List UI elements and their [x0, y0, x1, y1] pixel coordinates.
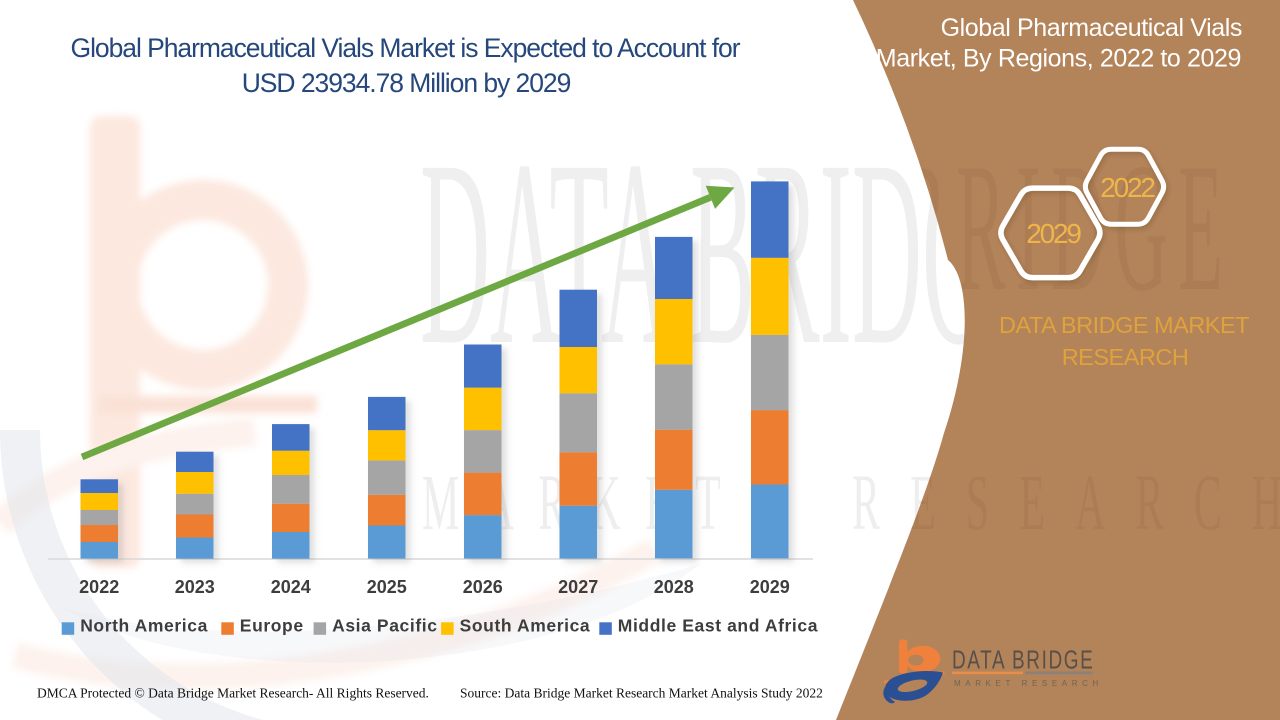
svg-text:Europe: Europe	[240, 616, 304, 636]
svg-text:Global Pharmaceutical Vials Ma: Global Pharmaceutical Vials Market is Ex…	[71, 33, 741, 63]
svg-text:2027: 2027	[558, 577, 598, 597]
svg-text:2026: 2026	[463, 577, 503, 597]
svg-text:South America: South America	[460, 616, 591, 636]
svg-text:2029: 2029	[750, 577, 790, 597]
svg-text:RESEARCH: RESEARCH	[1062, 344, 1189, 370]
svg-text:Asia Pacific: Asia Pacific	[332, 616, 437, 636]
svg-text:2025: 2025	[367, 577, 407, 597]
svg-text:MARKET RESEARCH: MARKET RESEARCH	[954, 679, 1103, 688]
svg-text:DMCA Protected © Data Bridge M: DMCA Protected © Data Bridge Market Rese…	[37, 686, 429, 701]
svg-text:Global Pharmaceutical Vials: Global Pharmaceutical Vials	[941, 14, 1242, 42]
svg-text:Source: Data Bridge Market Res: Source: Data Bridge Market Research Mark…	[460, 686, 823, 701]
svg-text:DATA BRIDGE MARKET: DATA BRIDGE MARKET	[999, 312, 1249, 338]
svg-text:2029: 2029	[1026, 218, 1081, 249]
svg-text:2022: 2022	[79, 577, 119, 597]
svg-text:2028: 2028	[654, 577, 694, 597]
svg-text:Middle East and Africa: Middle East and Africa	[618, 616, 818, 636]
svg-text:2023: 2023	[175, 577, 215, 597]
svg-text:DATA BRIDGE: DATA BRIDGE	[952, 645, 1094, 675]
svg-text:2022: 2022	[1100, 172, 1155, 203]
svg-text:2024: 2024	[271, 577, 311, 597]
svg-text:USD 23934.78 Million by 2029: USD 23934.78 Million by 2029	[242, 68, 571, 98]
svg-text:Market, By Regions, 2022 to 20: Market, By Regions, 2022 to 2029	[876, 45, 1241, 73]
svg-text:North America: North America	[80, 616, 208, 636]
